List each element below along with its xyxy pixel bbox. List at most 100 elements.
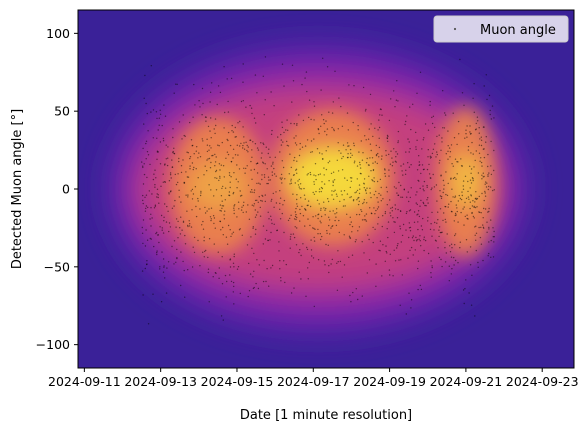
scatter-point [369, 207, 371, 209]
scatter-point [168, 230, 170, 233]
scatter-point [352, 199, 355, 201]
scatter-point [145, 158, 147, 160]
scatter-point [361, 241, 363, 243]
scatter-point [227, 224, 230, 227]
scatter-point [324, 130, 326, 133]
scatter-point [254, 74, 257, 76]
scatter-point [179, 227, 181, 229]
scatter-point [189, 165, 191, 167]
scatter-point [389, 274, 391, 276]
scatter-point [166, 267, 168, 269]
scatter-point [270, 165, 273, 167]
scatter-point [448, 280, 450, 282]
scatter-point [249, 139, 252, 141]
scatter-point [167, 157, 169, 159]
scatter-point [174, 199, 176, 202]
scatter-point [193, 166, 195, 169]
scatter-point [258, 264, 260, 266]
scatter-point [436, 200, 438, 202]
scatter-point [270, 267, 272, 269]
scatter-point [467, 190, 469, 193]
scatter-point [315, 178, 317, 181]
scatter-point [239, 120, 241, 123]
scatter-point [343, 190, 346, 192]
scatter-point [320, 186, 323, 189]
scatter-point [157, 234, 159, 236]
scatter-point [348, 256, 350, 258]
scatter-point [293, 174, 295, 176]
scatter-point [490, 256, 492, 258]
scatter-point [362, 202, 364, 205]
scatter-point [309, 224, 311, 227]
scatter-point [365, 162, 368, 164]
scatter-point [356, 213, 358, 216]
scatter-point [294, 142, 297, 144]
scatter-point [206, 150, 209, 153]
scatter-point [313, 305, 315, 308]
scatter-point [279, 260, 281, 262]
scatter-point [398, 259, 400, 261]
scatter-point [430, 156, 432, 158]
scatter-point [323, 260, 326, 262]
scatter-point [207, 268, 210, 270]
scatter-point [245, 106, 247, 108]
scatter-point [400, 210, 402, 212]
scatter-point [443, 212, 445, 214]
scatter-point [406, 196, 408, 198]
scatter-point [214, 227, 216, 229]
scatter-point [439, 190, 441, 192]
scatter-point [153, 245, 155, 248]
scatter-point [169, 226, 172, 228]
scatter-point [465, 239, 468, 241]
scatter-point [253, 117, 256, 119]
scatter-point [454, 234, 456, 237]
scatter-point [464, 215, 466, 218]
scatter-point [320, 222, 322, 224]
scatter-point [191, 209, 193, 211]
scatter-point [290, 233, 292, 235]
scatter-point [375, 209, 377, 212]
scatter-point [183, 134, 185, 137]
scatter-point [417, 288, 419, 291]
scatter-point [353, 85, 355, 87]
scatter-point [328, 265, 330, 267]
scatter-point [476, 206, 478, 208]
scatter-point [373, 207, 375, 209]
scatter-point [214, 165, 216, 167]
scatter-point [390, 150, 392, 152]
scatter-point [368, 128, 370, 130]
scatter-point [427, 197, 429, 199]
scatter-point [427, 156, 429, 158]
scatter-point [453, 137, 456, 139]
scatter-point [163, 220, 165, 222]
scatter-point [416, 92, 418, 95]
scatter-point [421, 164, 424, 166]
scatter-point [388, 169, 390, 171]
scatter-point [435, 156, 437, 158]
scatter-point [349, 294, 351, 297]
scatter-point [469, 165, 471, 167]
scatter-point [175, 83, 177, 85]
scatter-point [157, 151, 159, 153]
scatter-point [161, 229, 163, 231]
scatter-point [378, 137, 380, 139]
scatter-point [368, 259, 371, 261]
scatter-point [167, 146, 169, 148]
density-peak [449, 153, 482, 209]
scatter-point [347, 156, 349, 159]
scatter-point [456, 143, 458, 146]
scatter-point [447, 145, 449, 147]
scatter-point [257, 211, 259, 213]
scatter-point [176, 83, 178, 86]
scatter-point [461, 92, 464, 94]
scatter-point [318, 188, 321, 190]
scatter-point [156, 231, 158, 234]
scatter-point [422, 139, 424, 141]
scatter-point [477, 261, 479, 264]
scatter-point [241, 234, 243, 236]
scatter-point [163, 104, 165, 106]
scatter-point [332, 181, 334, 184]
scatter-point [440, 149, 442, 151]
scatter-point [368, 175, 370, 177]
scatter-point [217, 144, 219, 146]
